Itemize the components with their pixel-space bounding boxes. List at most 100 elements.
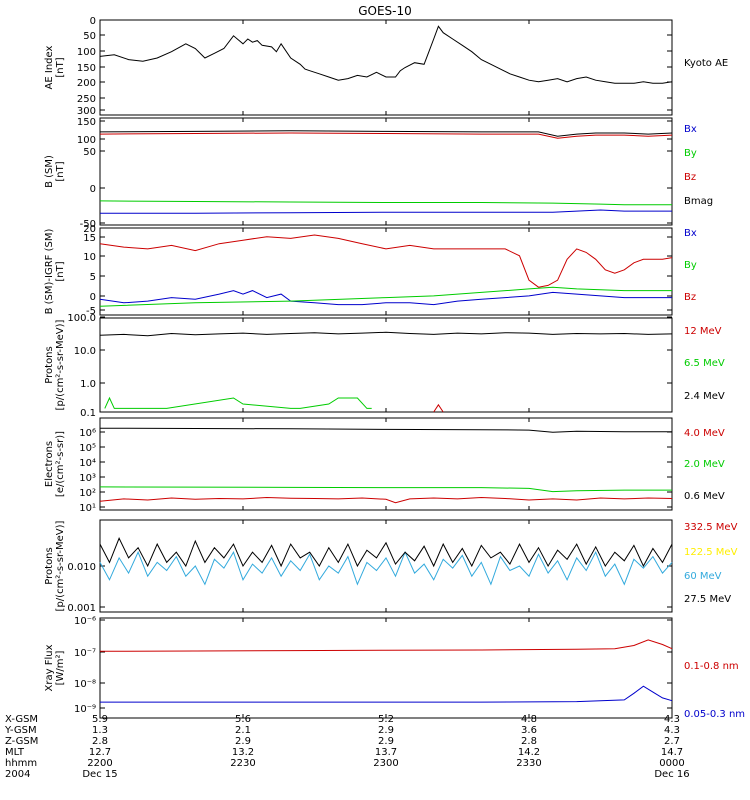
y-tick-label: 1.0: [80, 379, 96, 390]
y-tick-label: 10⁵: [79, 443, 96, 454]
legend-label: Bx: [684, 228, 697, 239]
panel-frame: [99, 227, 673, 316]
x-info-row-value: 2300: [373, 758, 398, 769]
y-axis-unit: [nT]: [55, 57, 66, 77]
series-line: [99, 130, 673, 137]
x-info-row-value: 2.7: [664, 736, 680, 747]
panel-4: 0.1 1.0 10.0 100.0 Protons [p/(cm²-s-sr-MeV)]…: [44, 313, 725, 419]
series-line: [99, 132, 673, 139]
y-tick-label: 10³: [79, 473, 96, 484]
series-line: [100, 685, 673, 703]
y-tick-label: -50: [80, 219, 96, 230]
series-line: [100, 209, 672, 214]
y-axis-label: B (SM): [44, 155, 55, 188]
y-tick-label: 10⁶: [79, 428, 96, 439]
x-info-row-value: 2.9: [378, 736, 394, 747]
x-info-row-value: 14.2: [518, 747, 540, 758]
panel-frame: [99, 617, 673, 719]
y-tick-label: 0.001: [67, 603, 96, 614]
x-info-row-value: 4.3: [664, 725, 680, 736]
legend-label: By: [684, 260, 697, 271]
x-info-row-value: 2230: [230, 758, 255, 769]
y-axis-label: Electrons: [44, 441, 55, 487]
x-info-row-value: 1.3: [92, 725, 108, 736]
series-line: [99, 537, 673, 568]
y-tick-label: 10⁻⁶: [74, 616, 96, 627]
y-axis-unit: [p/(cm²-s-sr-MeV)]: [55, 319, 66, 410]
x-info-row-label: Y-GSM: [4, 725, 37, 736]
legend-label: 2.4 MeV: [684, 391, 725, 402]
legend-label: 2.0 MeV: [684, 459, 725, 470]
y-axis-unit: [p/(cm²-s-sr-MeV)]: [55, 520, 66, 611]
y-tick-label: 200: [77, 78, 96, 89]
y-tick-label: 50: [83, 147, 96, 158]
legend-label: 4.0 MeV: [684, 428, 725, 439]
panel-5: 10¹ 10² 10³ 10⁴ 10⁵ 10⁶ Electrons [e/(cm²-s-sr)…: [44, 417, 725, 514]
y-tick-label: 10¹: [79, 503, 96, 514]
series-line: [99, 290, 672, 306]
x-info-row-label: 2004: [5, 769, 30, 780]
y-axis-label: Protons: [44, 346, 55, 383]
y-tick-label: 10⁻⁸: [74, 679, 96, 690]
legend-label: 27.5 MeV: [684, 594, 731, 605]
y-tick-label: 100: [77, 47, 96, 58]
y-tick-label: 10.0: [74, 346, 96, 357]
y-tick-label: 0: [90, 184, 96, 195]
series-line: [99, 331, 673, 337]
y-tick-label: 0.1: [80, 408, 96, 419]
x-info-row-value: 2330: [516, 758, 541, 769]
y-tick-label: 0.010: [67, 562, 96, 573]
x-info-row-value: 5.9: [92, 714, 108, 725]
y-axis-label: B (SM)-IGRF (SM): [44, 229, 55, 315]
legend-label: 60 MeV: [684, 571, 722, 582]
x-info-row-label: X-GSM: [5, 714, 38, 725]
y-axis-unit: [nT]: [55, 161, 66, 181]
x-info-row-value: Dec 16: [654, 769, 689, 780]
y-tick-label: -5: [86, 306, 96, 317]
series-line: [99, 550, 673, 586]
x-info-row-value: 2.8: [92, 736, 108, 747]
x-info-row-value: 13.2: [232, 747, 254, 758]
y-tick-label: 5: [90, 272, 96, 283]
x-info-row-value: 4.3: [664, 714, 680, 725]
y-tick-label: 10: [83, 252, 96, 263]
y-axis-label: AE Index: [44, 45, 55, 89]
series-line: [99, 25, 673, 84]
y-tick-label: 10⁻⁹: [74, 704, 96, 715]
x-info-row-value: 0000: [659, 758, 684, 769]
series-line: [99, 486, 672, 493]
y-axis-unit: [W/m²]: [55, 650, 66, 685]
series-line: [104, 396, 372, 409]
y-tick-label: 50: [83, 31, 96, 42]
x-info-row-label: Z-GSM: [5, 736, 38, 747]
legend-label: 6.5 MeV: [684, 358, 725, 369]
y-tick-label: 10⁻⁷: [74, 648, 96, 659]
y-tick-label: 150: [77, 63, 96, 74]
series-line: [433, 403, 444, 413]
x-info-row-value: 5.2: [378, 714, 394, 725]
legend-label: Bz: [684, 292, 696, 303]
legend-label: Kyoto AE: [684, 58, 728, 69]
x-info-row-value: 3.6: [521, 725, 537, 736]
x-info-row-value: 5.6: [235, 714, 251, 725]
series-line: [99, 234, 673, 288]
legend-label: 12 MeV: [684, 326, 722, 337]
y-tick-label: 300: [77, 106, 96, 117]
x-info-row-label: hhmm: [5, 758, 37, 769]
series-line: [99, 200, 672, 206]
legend-label: By: [684, 148, 697, 159]
y-axis-label: Protons: [44, 547, 55, 584]
y-tick-label: 100: [77, 135, 96, 146]
legend-label: 0.6 MeV: [684, 491, 725, 502]
panel-frame: [99, 19, 673, 116]
legend-label: Bmag: [684, 196, 713, 207]
y-tick-label: 150: [77, 117, 96, 128]
legend-label: Bx: [684, 124, 697, 135]
legend-label: 0.05-0.3 nm: [684, 709, 745, 720]
y-tick-label: 20: [83, 224, 96, 235]
x-info-row-value: 14.7: [661, 747, 683, 758]
